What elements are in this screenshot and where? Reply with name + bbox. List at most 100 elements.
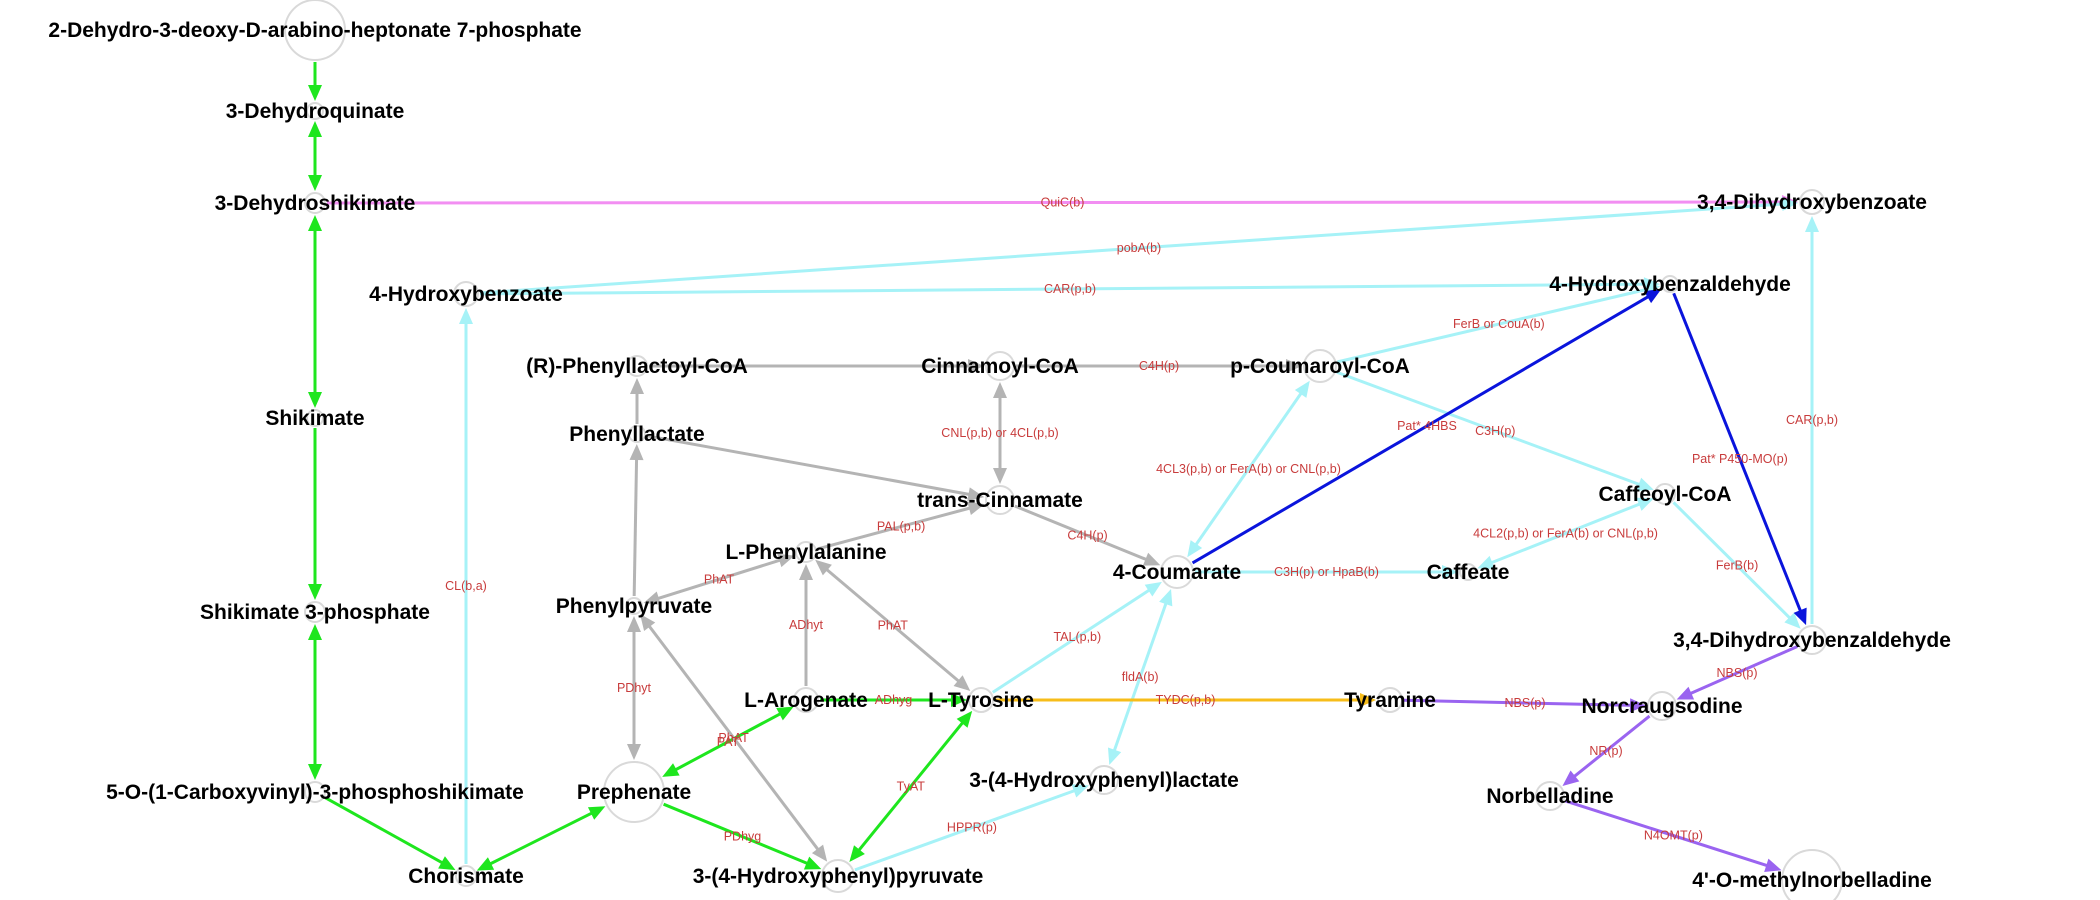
edge-tyram-norc [1403,698,1647,713]
node-pcoumcoa[interactable]: p-Coumaroyl-CoA [1230,349,1410,383]
node-omnb[interactable]: 4'-O-methylnorbelladine [1692,849,1932,900]
edge-label: FerB(b) [1716,559,1758,573]
edge-label: PhAT [704,572,735,586]
edge-lphe-tcinn [817,501,985,551]
node-larog[interactable]: L-Arogenate [744,687,868,713]
node-circle [1799,189,1825,215]
node-dhbald[interactable]: 3,4-Dihydroxybenzaldehyde [1673,625,1951,655]
node-dhs[interactable]: 3-Dehydroshikimate [215,192,416,215]
node-caffcoa[interactable]: Caffeoyl-CoA [1598,483,1732,506]
edge-label: C3H(p) [1475,424,1515,438]
node-norc[interactable]: Norcraugsodine [1581,691,1743,721]
node-shik[interactable]: Shikimate [265,407,364,430]
edge-label: ADhyt [789,618,824,632]
node-hpp[interactable]: 3-(4-Hydroxyphenyl)pyruvate [693,859,984,893]
arrowhead [993,382,1007,398]
node-cinncoa[interactable]: Cinnamoyl-CoA [921,351,1079,381]
edge-label: QuiC(b) [1041,196,1085,210]
edge-line [1403,698,1635,707]
node-ltyr[interactable]: L-Tyrosine [928,687,1034,713]
node-label: 4'-O-methylnorbelladine [1692,869,1932,892]
node-coum[interactable]: 4-Coumarate [1113,555,1241,589]
edge-shik-s3p [308,428,322,600]
node-circle [453,281,479,307]
node-epsp[interactable]: 5-O-(1-Carboxyvinyl)-3-phosphoshikimate [106,781,524,804]
node-label: Shikimate [265,407,364,430]
node-plac[interactable]: Phenyllactate [569,423,704,446]
node-circle [1797,625,1827,655]
node-label: Cinnamoyl-CoA [921,355,1079,378]
edge-tcinn-cinncoa [993,382,1007,484]
edge-line [817,505,974,551]
node-circle [1661,275,1679,293]
edge-line [326,200,1787,205]
node-label: L-Arogenate [744,689,868,712]
node-hbald[interactable]: 4-Hydroxybenzaldehyde [1549,273,1791,296]
edge-rplcoa-cinncoa [649,359,984,373]
edge-label: FerB or CouA(b) [1453,317,1545,331]
node-circle [304,601,326,623]
arrowhead [308,175,322,191]
edge-label: Pat* 4HBS [1397,419,1457,433]
node-label: 5-O-(1-Carboxyvinyl)-3-phosphoshikimate [106,781,524,804]
node-circle [626,355,648,377]
edge-label: Pat* P450-MO(p) [1692,452,1788,466]
node-chor[interactable]: Chorismate [408,865,524,888]
arrowhead [1071,784,1089,798]
arrowhead [627,744,641,760]
arrowhead [1676,686,1695,700]
edge-hpp-ltyr [849,710,973,863]
node-preph[interactable]: Prephenate [577,761,691,823]
arrowhead [1144,581,1162,597]
node-rplcoa[interactable]: (R)-Phenyllactoyl-CoA [526,355,748,378]
node-circle [968,687,994,713]
node-s3p[interactable]: Shikimate 3-phosphate [200,601,430,624]
node-dhq[interactable]: 3-Dehydroquinate [226,100,405,123]
edge-ppyr-plac [629,443,644,597]
arrowhead [1187,540,1203,558]
node-ppyr[interactable]: Phenylpyruvate [556,595,712,618]
arrowhead [1784,612,1801,629]
edge-line [991,587,1153,694]
arrowhead [1360,693,1376,707]
edge-line [663,802,811,866]
node-lphe[interactable]: L-Phenylalanine [725,541,887,564]
node-circle [306,102,324,120]
edge-line [479,282,1649,296]
edge-line [479,202,1787,295]
arrowhead [476,857,495,871]
node-dhb[interactable]: 3,4-Dihydroxybenzoate [1697,189,1927,215]
arrowhead [1294,380,1310,398]
node-circle [603,761,665,823]
node-norb[interactable]: Norbelladine [1486,781,1614,811]
node-hb4[interactable]: 4-Hydroxybenzoate [369,281,563,307]
edge-preph-larog [662,706,794,777]
edge-larog-lphe [799,564,813,686]
edge-norc-norb [1562,714,1651,786]
node-label: 4-Coumarate [1113,561,1241,584]
node-tcinn[interactable]: trans-Cinnamate [917,485,1083,515]
edge-ltyr-coum [991,581,1162,694]
node-circle [1303,349,1337,383]
node-hpl[interactable]: 3-(4-Hydroxyphenyl)lactate [969,765,1239,795]
arrowhead [1442,565,1458,579]
edge-epsp-chor [324,796,456,871]
arrowhead [849,845,865,863]
node-dahp[interactable]: 2-Dehydro-3-deoxy-D-arabino-heptonate 7-… [48,0,582,61]
edge-label: TYDC(p,b) [1156,693,1216,707]
node-label: Shikimate 3-phosphate [200,601,430,624]
edge-line [1672,292,1804,615]
arrowhead [776,706,794,721]
arrowhead [1764,858,1782,873]
node-circle [1377,687,1403,713]
arrowhead [815,559,832,576]
node-caff[interactable]: Caffeate [1427,561,1510,584]
node-label: L-Tyrosine [928,689,1034,712]
edge-larog-ltyr [820,693,967,707]
node-tyram[interactable]: Tyramine [1344,687,1436,713]
node-circle [821,859,855,893]
edge-line [1014,504,1150,563]
arrowhead [1644,289,1662,304]
arrowhead [459,308,473,324]
